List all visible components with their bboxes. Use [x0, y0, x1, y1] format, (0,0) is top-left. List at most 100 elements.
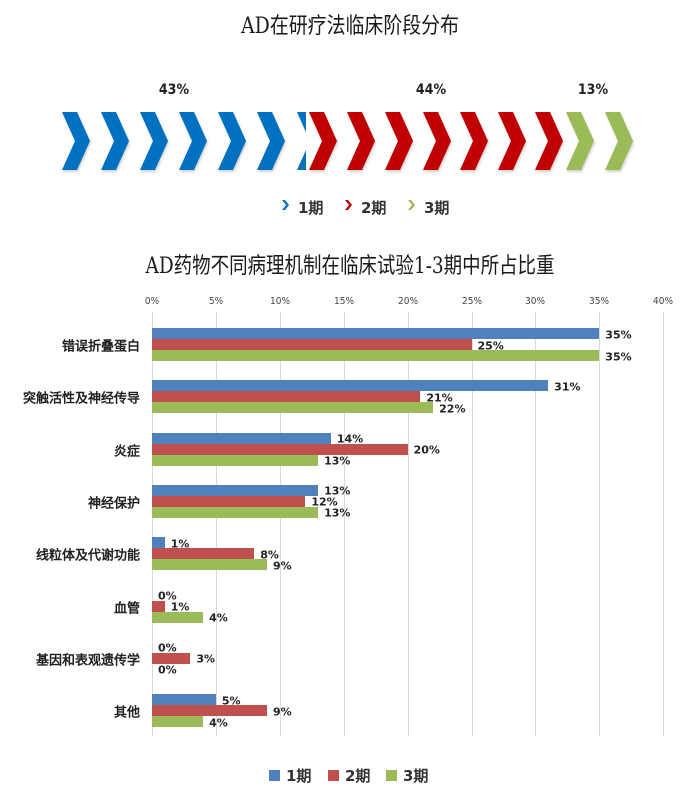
chevron-arrow-icon: [460, 112, 488, 170]
chevron-arrow-icon: [385, 112, 413, 170]
phase3-percent-label: 13%: [577, 82, 609, 98]
legend-swatch-green: [386, 770, 397, 781]
category-label: 错误折叠蛋白: [61, 339, 140, 355]
bar-3期: [152, 402, 434, 414]
bar-1期: [152, 432, 331, 444]
gridline: [344, 312, 345, 736]
legend-label: 2期: [345, 767, 371, 785]
mechanism-chart-title: AD药物不同病理机制在临床试验1-3期中所占比重: [145, 254, 555, 279]
phase-legend-item-1: 1期: [282, 197, 323, 218]
bar-2期: [152, 495, 306, 507]
bar-value-label: 14%: [336, 432, 364, 446]
bar-value-label: 21%: [426, 391, 453, 405]
bar-1期: [152, 694, 216, 706]
legend-item-phase2: 2期: [328, 765, 370, 786]
legend-swatch-red: [328, 770, 339, 781]
bar-2期: [152, 339, 472, 350]
bar-value-label: 1%: [170, 600, 190, 614]
phase-legend: 1期 2期 3期: [0, 197, 700, 219]
category-label: 炎症: [113, 444, 140, 460]
mechanism-legend: 1期 2期 3期: [0, 765, 700, 785]
chevron-arrow-icon: [297, 112, 306, 170]
phase-legend-label: 3期: [424, 199, 450, 217]
gridline: [152, 312, 153, 736]
phase-legend-item-2: 2期: [345, 197, 386, 218]
bar-value-label: 8%: [260, 548, 279, 562]
bar-value-label: 4%: [209, 716, 228, 730]
gridline: [280, 312, 281, 736]
bar-value-label: 13%: [324, 484, 351, 498]
bar-3期: [152, 506, 319, 518]
bar-value-label: 3%: [196, 652, 216, 666]
x-axis-tick-label: 20%: [397, 296, 418, 307]
bar-3期: [152, 716, 204, 728]
bar-value-label: 31%: [554, 380, 581, 394]
bar-1期: [152, 380, 549, 392]
gridline: [599, 312, 600, 736]
chevron-arrow-icon: [605, 112, 633, 170]
chevron-arrow-icon: [140, 112, 168, 170]
chevron-arrow-icon: [566, 112, 594, 170]
x-axis-tick-label: 5%: [208, 296, 224, 307]
phase-legend-label: 2期: [361, 199, 387, 217]
bar-value-label: 0%: [158, 663, 177, 677]
bar-value-label: 13%: [324, 506, 351, 520]
bar-value-label: 9%: [273, 559, 292, 573]
bar-2期: [152, 391, 421, 403]
x-axis-tick-label: 0%: [144, 296, 160, 307]
bar-1期: [152, 484, 319, 496]
chevron-arrow-icon: [498, 112, 526, 170]
x-axis-tick-label: 10%: [269, 296, 290, 307]
phase1-percent-label: 43%: [158, 82, 190, 98]
x-axis-tick-label: 15%: [333, 296, 354, 307]
chevron-arrow-icon: [423, 112, 451, 170]
category-label: 线粒体及代谢功能: [35, 548, 140, 564]
category-label: 其他: [113, 705, 140, 721]
bar-value-label: 13%: [324, 454, 351, 468]
chevron-arrow-icon: [179, 112, 207, 170]
chevron-arrow-icon: [218, 112, 246, 170]
chevron-arrow-icon: [535, 112, 563, 170]
x-axis-tick-label: 35%: [589, 296, 610, 307]
legend-swatch-blue: [269, 770, 280, 781]
gridline: [472, 312, 473, 736]
phase-chart-title: AD在研疗法临床阶段分布: [240, 14, 460, 39]
x-axis-tick-label: 25%: [461, 296, 482, 307]
bar-value-label: 4%: [209, 611, 228, 625]
bar-value-label: 12%: [311, 495, 338, 509]
legend-label: 3期: [403, 767, 429, 785]
chevron-arrow-icon: [309, 112, 337, 170]
category-label: 血管: [113, 601, 140, 616]
gridline: [535, 312, 536, 736]
bar-value-label: 25%: [477, 339, 504, 352]
chevron-arrow-icon: [347, 112, 375, 170]
bar-1期: [152, 328, 600, 339]
phase-legend-label: 1期: [298, 199, 324, 217]
bar-2期: [152, 548, 255, 560]
bar-value-label: 5%: [221, 694, 241, 708]
category-label: 神经保护: [87, 496, 140, 512]
chevron-arrow-icon: [62, 112, 90, 170]
bar-3期: [152, 350, 600, 361]
bar-2期: [152, 705, 268, 717]
bar-3期: [152, 454, 319, 466]
bar-2期: [152, 600, 165, 612]
gridline: [408, 312, 409, 736]
x-axis-tick-label: 40%: [653, 296, 674, 307]
category-label: 基因和表观遗传学: [35, 653, 140, 669]
bar-value-label: 22%: [439, 402, 466, 416]
bar-value-label: 35%: [605, 328, 632, 341]
gridline: [663, 312, 664, 736]
category-label: 突触活性及神经传导: [22, 391, 140, 407]
phase-legend-item-3: 3期: [408, 197, 449, 218]
bar-3期: [152, 611, 204, 623]
bar-value-label: 20%: [413, 443, 440, 457]
blue-chevron-icon: [282, 199, 289, 210]
bar-value-label: 9%: [273, 705, 292, 719]
phase2-percent-label: 44%: [415, 82, 447, 98]
chevron-arrow-icon: [101, 112, 129, 170]
gridline: [216, 312, 217, 736]
legend-label: 1期: [286, 767, 312, 785]
bar-value-label: 0%: [158, 589, 177, 603]
red-chevron-icon: [345, 199, 352, 210]
